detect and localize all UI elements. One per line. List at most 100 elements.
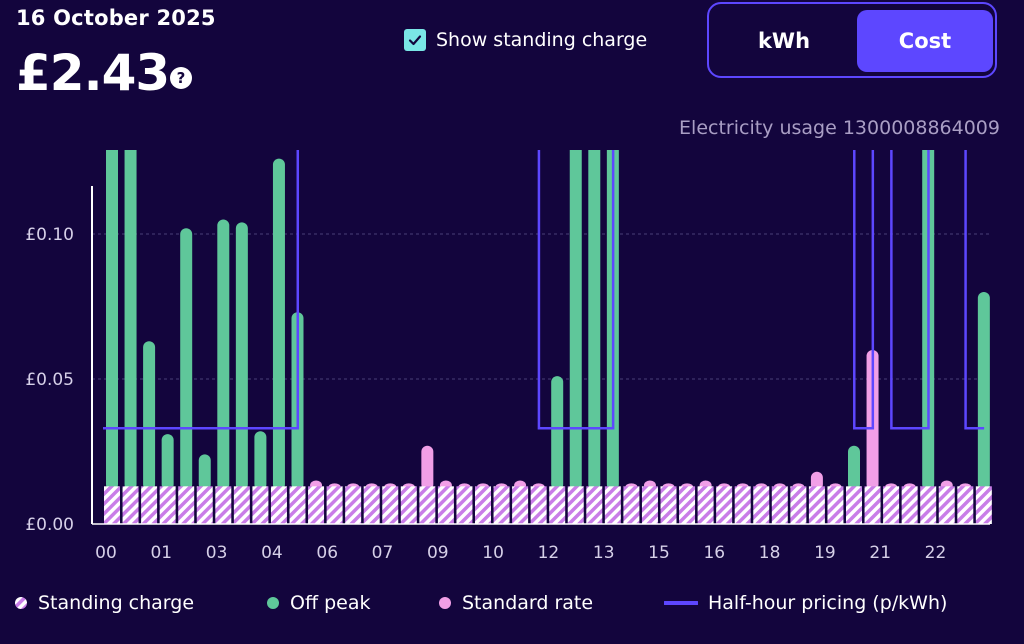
- standing-charge-bar: [215, 486, 232, 524]
- date-heading: 16 October 2025: [16, 6, 216, 30]
- off-peak-bar: [977, 292, 990, 491]
- off-peak-bar: [106, 150, 118, 491]
- unit-switch: kWh Cost: [707, 2, 997, 78]
- standard-rate-bar: [810, 471, 823, 491]
- x-tick-label: 01: [150, 543, 172, 563]
- checkmark-icon[interactable]: [404, 29, 426, 51]
- x-tick-label: 19: [814, 543, 836, 563]
- off-peak-bar: [180, 228, 193, 491]
- legend-pricing-label: Half-hour pricing (p/kWh): [708, 592, 948, 614]
- standing-charge-bar: [141, 486, 158, 524]
- standing-charge-bar: [382, 486, 399, 524]
- off-peak-swatch: [267, 597, 279, 609]
- standing-charge-bar: [567, 486, 584, 524]
- standing-charge-bar: [975, 486, 992, 524]
- legend-standard-label: Standard rate: [462, 592, 594, 614]
- standing-charge-bar: [697, 486, 714, 524]
- standing-charge-bar: [326, 486, 343, 524]
- standing-charge-bar: [122, 486, 139, 524]
- off-peak-bar: [272, 158, 285, 491]
- x-tick-label: 13: [593, 543, 615, 563]
- legend-standard-rate: Standard rate: [438, 592, 593, 614]
- help-icon[interactable]: ?: [170, 67, 192, 89]
- standing-charge-bar: [178, 486, 195, 524]
- standing-charge-bar: [753, 486, 770, 524]
- standing-charge-bar: [252, 486, 269, 524]
- standing-charge-bar: [679, 486, 696, 524]
- x-tick-label: 21: [869, 543, 891, 563]
- cost-button[interactable]: Cost: [857, 10, 993, 72]
- standing-charge-bar: [196, 486, 213, 524]
- half-hour-pricing-line: [103, 150, 985, 430]
- usage-chart: £0.00£0.05£0.10£0.15£0.20 00010304060709…: [25, 150, 992, 563]
- standing-charge-bar: [437, 486, 454, 524]
- legend-off-peak-label: Off peak: [290, 592, 371, 614]
- off-peak-bar: [551, 376, 564, 491]
- standing-charge-bar: [623, 486, 640, 524]
- standard-rate-bar: [421, 445, 434, 491]
- standard-rate-swatch: [439, 597, 451, 609]
- off-peak-bar: [217, 219, 230, 491]
- y-tick-label: £0.05: [25, 370, 74, 390]
- standing-charge-bar: [660, 486, 677, 524]
- off-peak-bar: [198, 454, 211, 491]
- standing-charge-bar: [790, 486, 807, 524]
- x-tick-label: 06: [316, 543, 338, 563]
- x-tick-label: 04: [261, 543, 283, 563]
- pricing-line-swatch: [664, 601, 698, 605]
- standing-charge-bar: [864, 486, 881, 524]
- standing-charge-bar: [289, 486, 306, 524]
- y-tick-label: £0.10: [25, 225, 74, 245]
- meter-label: Electricity usage 1300008864009: [679, 117, 1000, 139]
- standing-charge-bar: [938, 486, 955, 524]
- off-peak-bar: [254, 431, 267, 491]
- standing-charge-bar: [233, 486, 250, 524]
- off-peak-bar: [569, 150, 582, 491]
- off-peak-bar: [161, 434, 174, 491]
- standing-charge-bar: [827, 486, 844, 524]
- x-tick-label: 00: [95, 543, 117, 563]
- legend-standing-charge: Standing charge: [14, 592, 194, 614]
- standing-charge-bar: [586, 486, 603, 524]
- total-cost: £2.43: [16, 44, 170, 102]
- standing-charge-bar: [771, 486, 788, 524]
- standing-charge-bar: [883, 486, 900, 524]
- x-tick-label: 03: [206, 543, 228, 563]
- standing-charge-bar: [920, 486, 937, 524]
- standing-charge-swatch: [15, 597, 27, 609]
- off-peak-bar: [124, 150, 137, 491]
- standing-charge-bar: [419, 486, 436, 524]
- standing-charge-bar: [734, 486, 751, 524]
- standing-charge-bar: [957, 486, 974, 524]
- x-tick-label: 22: [925, 543, 947, 563]
- standing-charge-bar: [846, 486, 862, 524]
- standing-charge-bar: [308, 486, 325, 524]
- standing-charge-bar: [475, 486, 491, 524]
- x-tick-label: 10: [482, 543, 504, 563]
- show-standing-charge-checkbox[interactable]: Show standing charge: [404, 29, 647, 51]
- legend-off-peak: Off peak: [266, 592, 370, 614]
- show-standing-charge-label: Show standing charge: [436, 29, 648, 51]
- x-tick-label: 18: [759, 543, 781, 563]
- x-tick-label: 16: [703, 543, 725, 563]
- off-peak-bar: [848, 445, 860, 491]
- standing-charge-bar: [400, 486, 417, 524]
- legend-standing-label: Standing charge: [38, 592, 195, 614]
- x-tick-label: 12: [538, 543, 560, 563]
- off-peak-bar: [235, 222, 248, 491]
- standing-charge-bar: [159, 486, 176, 524]
- y-tick-label: £0.00: [25, 515, 74, 535]
- standing-charge-bar: [901, 486, 918, 524]
- standing-charge-bar: [104, 486, 120, 524]
- standing-charge-bar: [270, 486, 287, 524]
- kwh-button[interactable]: kWh: [757, 29, 811, 53]
- legend-half-hour-pricing: Half-hour pricing (p/kWh): [664, 592, 947, 614]
- standing-charge-bar: [530, 486, 547, 524]
- chart-legend: Standing charge Off peak Standard rate H…: [0, 592, 1024, 622]
- standing-charge-bar: [512, 486, 529, 524]
- standing-charge-bar: [345, 486, 362, 524]
- standing-charge-bar: [493, 486, 510, 524]
- standing-charge-bar: [716, 486, 733, 524]
- standing-charge-bar: [456, 486, 473, 524]
- x-tick-label: 09: [427, 543, 449, 563]
